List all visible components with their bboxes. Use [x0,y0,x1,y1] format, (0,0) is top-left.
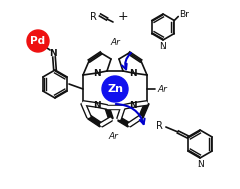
Text: N: N [197,160,203,169]
Polygon shape [88,115,102,127]
Polygon shape [123,103,133,109]
Circle shape [102,76,128,102]
Polygon shape [100,117,112,127]
Polygon shape [118,107,124,119]
Text: Zn: Zn [107,84,123,94]
Polygon shape [107,105,123,109]
Text: N: N [93,101,101,109]
Text: N: N [49,49,57,57]
Polygon shape [83,101,97,107]
Text: Ar: Ar [108,132,118,141]
Polygon shape [107,106,123,108]
Polygon shape [133,101,147,107]
Polygon shape [128,116,142,126]
Polygon shape [117,106,125,120]
Polygon shape [133,102,147,106]
Text: +: + [118,11,128,23]
Text: R: R [156,121,163,131]
Polygon shape [105,106,113,120]
Text: N: N [160,42,166,51]
Polygon shape [123,104,133,108]
Text: Ar: Ar [110,38,120,47]
Polygon shape [96,103,108,109]
Text: N: N [93,68,101,77]
Text: Br: Br [179,10,189,19]
Text: N: N [129,68,137,77]
Polygon shape [97,104,107,108]
Polygon shape [139,102,149,118]
FancyArrowPatch shape [116,104,144,124]
Text: ··: ·· [161,46,165,52]
Polygon shape [83,102,97,106]
Polygon shape [101,118,111,126]
Circle shape [27,30,49,52]
Text: R: R [90,12,96,22]
Text: Pd: Pd [30,36,46,46]
Polygon shape [128,115,142,127]
FancyArrowPatch shape [122,53,131,69]
Polygon shape [81,102,91,118]
Text: Ar: Ar [157,84,167,94]
Text: ··: ·· [198,164,202,170]
Polygon shape [118,117,130,127]
Text: N: N [129,101,137,109]
Polygon shape [82,103,90,117]
